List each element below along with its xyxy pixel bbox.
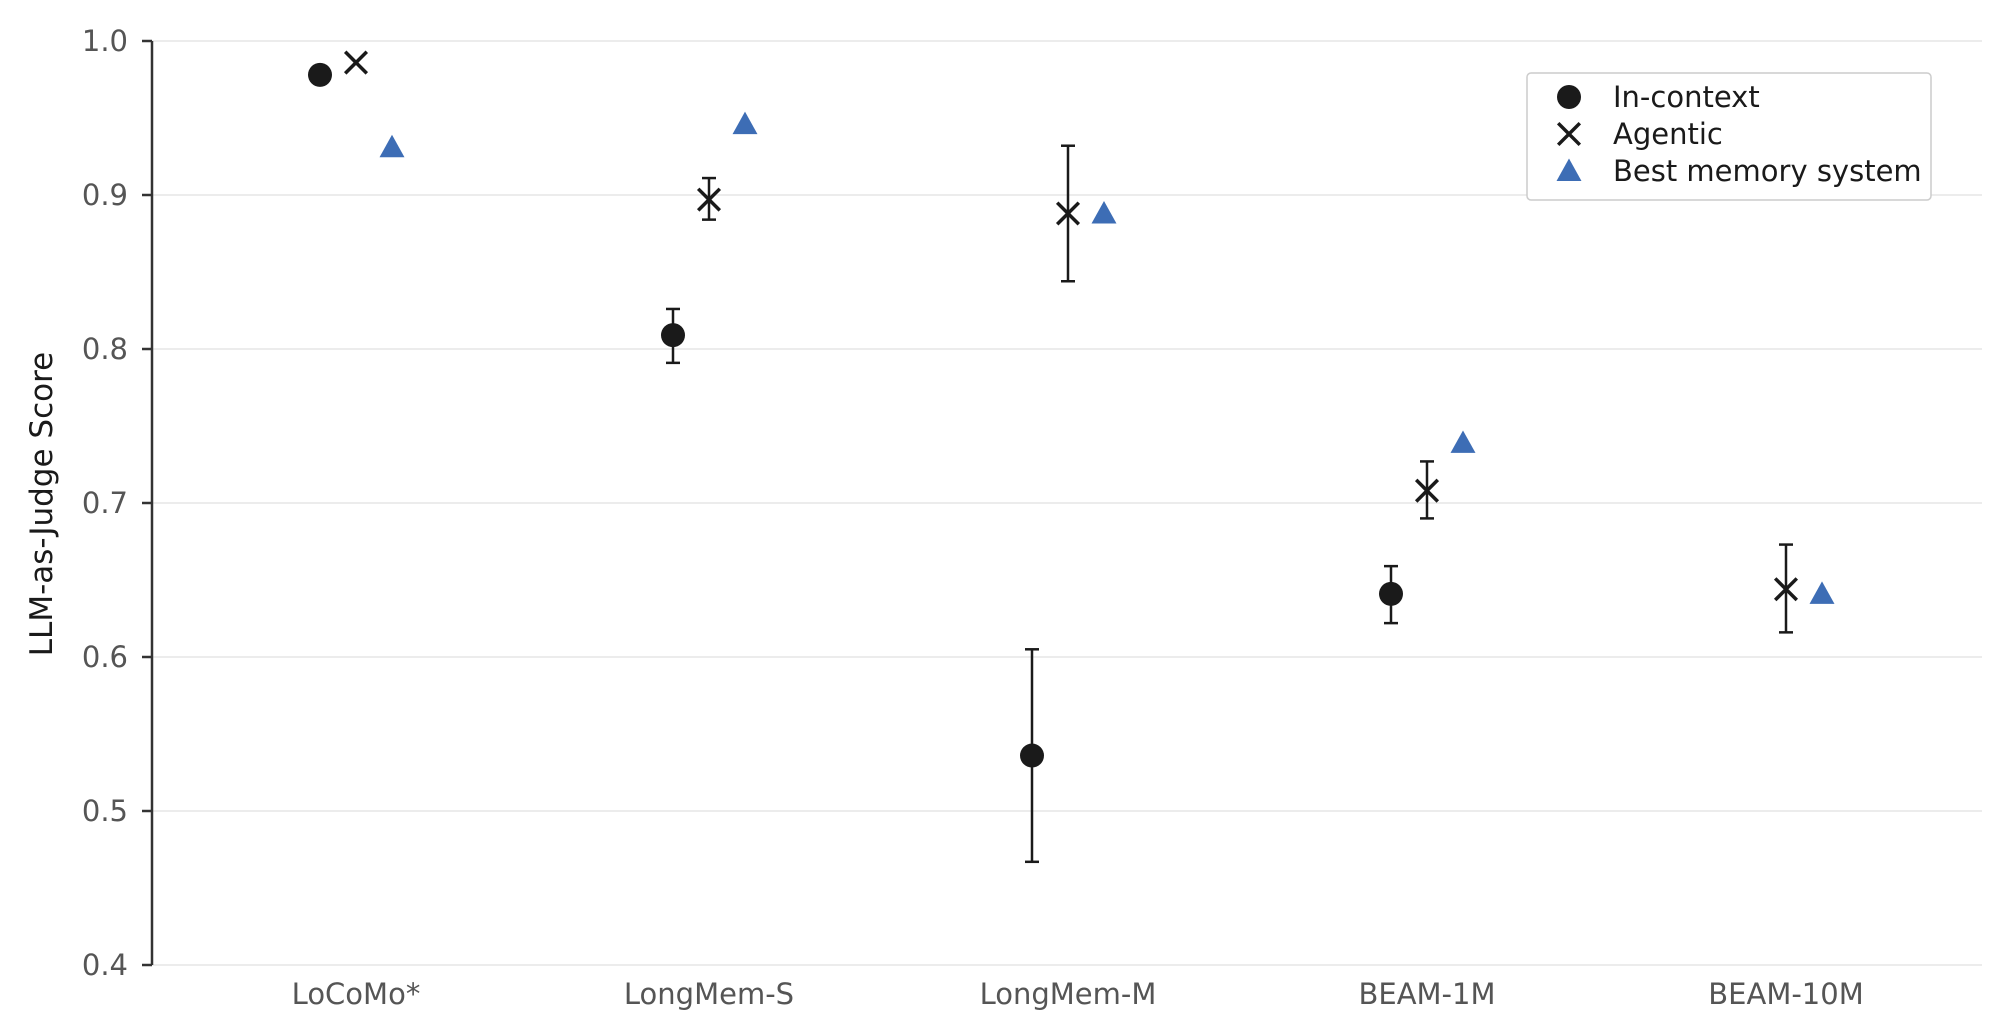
data-point-circle bbox=[1020, 743, 1044, 768]
data-point-x-stroke bbox=[1773, 577, 1799, 602]
axes bbox=[142, 39, 154, 967]
data-point-x bbox=[1414, 478, 1440, 503]
legend-marker-triangle bbox=[1556, 158, 1582, 181]
data-point-triangle bbox=[1450, 430, 1476, 453]
data-point-triangle bbox=[1809, 581, 1835, 604]
x-tick-label: BEAM-1M bbox=[1358, 977, 1495, 1011]
data-point-x-stroke bbox=[696, 187, 722, 212]
data-point-x-stroke bbox=[1055, 201, 1081, 226]
legend-label: Agentic bbox=[1613, 117, 1723, 151]
legend-entry: Best memory system bbox=[1556, 154, 1922, 188]
y-tick-label: 1.0 bbox=[82, 24, 128, 58]
data-point-x bbox=[1773, 577, 1799, 602]
x-tick-labels: LoCoMo* LongMem-S LongMem-M BEAM-1M BEAM-10M bbox=[292, 977, 1864, 1011]
data-point-x-stroke bbox=[1414, 478, 1440, 503]
data-point-x bbox=[343, 50, 369, 75]
y-axis-label: LLM-as-Judge Score bbox=[24, 352, 60, 656]
x-tick-label: LongMem-M bbox=[980, 977, 1157, 1011]
data-point-circle bbox=[1379, 581, 1403, 606]
data-marks bbox=[308, 50, 1835, 864]
data-point-triangle bbox=[1091, 201, 1117, 224]
legend-entry: Agentic bbox=[1556, 117, 1723, 151]
y-tick-label: 0.7 bbox=[82, 486, 128, 520]
series-triangle bbox=[379, 111, 1835, 604]
y-tick-label: 0.4 bbox=[82, 948, 128, 982]
y-tick-label: 0.6 bbox=[82, 640, 128, 674]
series-x bbox=[343, 50, 1799, 634]
data-point-triangle bbox=[379, 134, 405, 158]
data-point-triangle bbox=[732, 111, 758, 135]
legend-entry: In-context bbox=[1557, 80, 1760, 114]
data-point-x bbox=[1055, 201, 1081, 226]
legend-box bbox=[1526, 72, 1932, 201]
y-tick-labels: 0.4 0.5 0.6 0.7 0.8 0.9 1.0 bbox=[82, 24, 128, 982]
x-tick-label: LoCoMo* bbox=[292, 977, 421, 1011]
x-tick-label: LongMem-S bbox=[624, 977, 794, 1011]
y-tick-label: 0.5 bbox=[82, 794, 128, 828]
x-tick-label: BEAM-10M bbox=[1708, 977, 1863, 1011]
legend-label: Best memory system bbox=[1613, 154, 1922, 188]
legend-marker-x bbox=[1556, 121, 1582, 147]
data-point-circle bbox=[661, 323, 685, 348]
series-circle bbox=[308, 62, 1403, 864]
data-point-x-stroke bbox=[343, 50, 369, 75]
data-point-circle bbox=[308, 62, 332, 87]
y-tick-label: 0.9 bbox=[82, 178, 128, 212]
legend-label: In-context bbox=[1613, 80, 1760, 114]
legend-marker-circle bbox=[1557, 85, 1581, 109]
y-tick-label: 0.8 bbox=[82, 332, 128, 366]
data-point-x bbox=[696, 187, 722, 212]
legend-marker-x-stroke bbox=[1556, 121, 1582, 147]
